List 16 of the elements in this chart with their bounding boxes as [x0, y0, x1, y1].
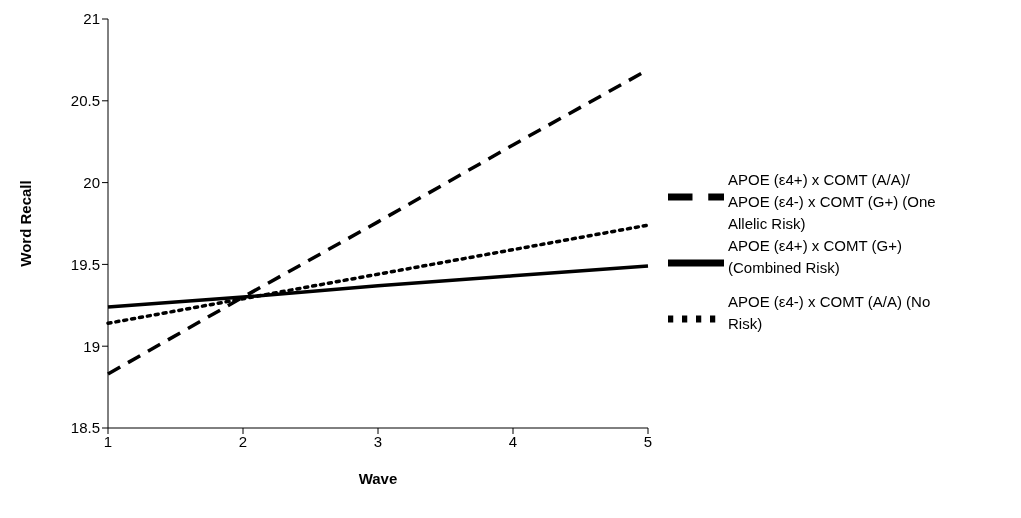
y-tick-label: 20 [83, 173, 100, 191]
y-tick-label: 19 [83, 337, 100, 355]
y-axis-title: Word Recall [17, 180, 35, 267]
legend-label: APOE (ε4+) x COMT (A/A)/ APOE (ε4-) x COMT (G+) (One Allelic Risk) [728, 170, 937, 234]
x-tick-label: 3 [373, 432, 383, 450]
x-tick-label: 1 [103, 432, 113, 450]
y-tick-label: 19.5 [70, 255, 100, 273]
y-tick-label: 21 [83, 10, 100, 28]
legend-label: APOE (ε4-) x COMT (A/A) (No Risk) [728, 292, 932, 334]
legend-label: APOE (ε4+) x COMT (G+) (Combined Risk) [728, 236, 903, 278]
x-tick-label: 5 [643, 432, 653, 450]
y-tick-label: 18.5 [70, 419, 100, 437]
x-tick-label: 2 [238, 432, 248, 450]
x-axis-title: Wave [358, 470, 398, 487]
x-tick-label: 4 [508, 432, 518, 450]
y-tick-label: 20.5 [70, 92, 100, 110]
